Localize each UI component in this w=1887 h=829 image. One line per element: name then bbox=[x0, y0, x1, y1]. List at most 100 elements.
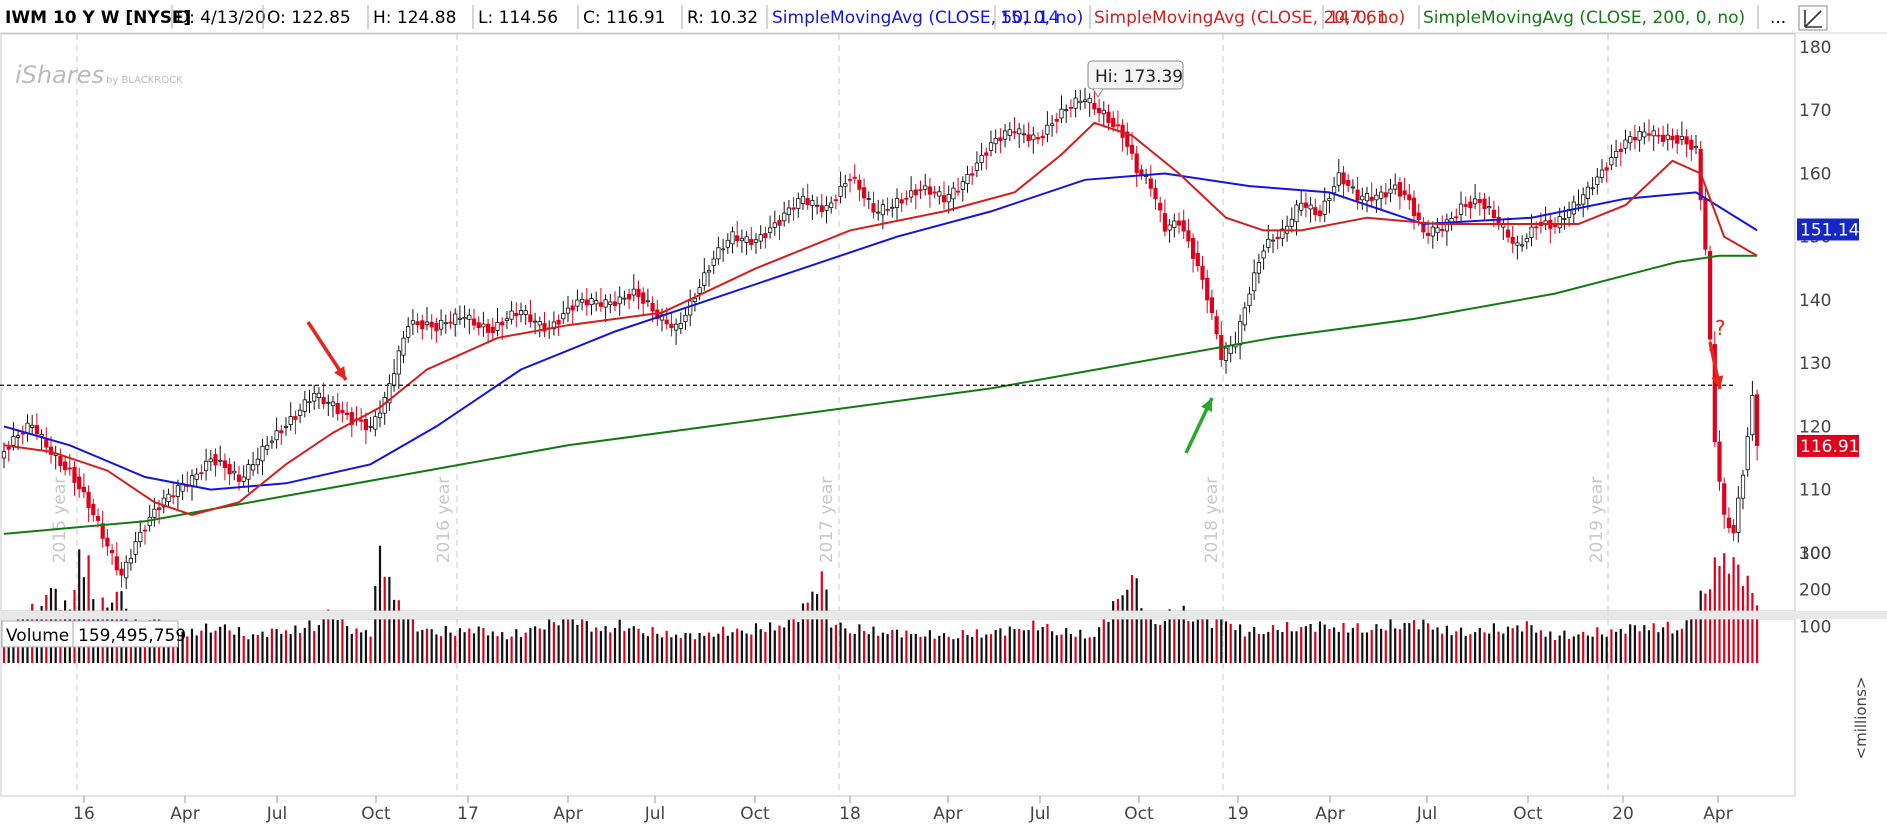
candle bbox=[937, 186, 942, 205]
volume-bar bbox=[1027, 630, 1030, 663]
candle-body bbox=[1402, 190, 1407, 196]
volume-bar bbox=[1022, 630, 1025, 663]
candle bbox=[175, 479, 180, 510]
candle bbox=[1722, 477, 1727, 529]
high-callout-pointer bbox=[1092, 88, 1104, 98]
candle bbox=[641, 287, 646, 316]
volume-bar bbox=[1469, 634, 1472, 663]
candle bbox=[857, 174, 862, 202]
candle-body bbox=[1430, 226, 1435, 237]
volume-bar bbox=[646, 636, 649, 663]
volume-bar bbox=[599, 631, 602, 663]
volume-bar bbox=[1605, 636, 1608, 663]
candle bbox=[1440, 215, 1445, 238]
volume-bar bbox=[1497, 631, 1500, 663]
candle bbox=[866, 191, 871, 210]
panel-splitter[interactable] bbox=[0, 611, 1887, 619]
candle-body bbox=[697, 287, 702, 294]
sma20-label[interactable]: SimpleMovingAvg (CLOSE, 20, 0, no) bbox=[1094, 8, 1405, 28]
candle-body bbox=[453, 313, 458, 325]
price-axis: 180170160150140130120110100 bbox=[1799, 38, 1831, 564]
sma50-label[interactable]: SimpleMovingAvg (CLOSE, 50, 0, no) bbox=[772, 8, 1083, 28]
candle-body bbox=[641, 292, 646, 304]
candle bbox=[1252, 259, 1257, 300]
volume-bar bbox=[750, 634, 753, 663]
candle bbox=[796, 192, 801, 218]
volume-bar bbox=[416, 631, 419, 663]
candle-body bbox=[946, 194, 951, 203]
candle-body bbox=[556, 319, 561, 325]
sma200-line[interactable] bbox=[3, 254, 1758, 535]
volume-bar bbox=[411, 613, 414, 663]
candle-body bbox=[156, 507, 162, 511]
candle-body bbox=[598, 302, 604, 307]
candle bbox=[138, 520, 143, 548]
candle bbox=[128, 549, 133, 571]
candle bbox=[265, 436, 270, 456]
volume-bar bbox=[505, 639, 508, 663]
volume-bar bbox=[519, 636, 523, 663]
more-indicator[interactable]: ... bbox=[1770, 8, 1786, 28]
drawing-tool-icon[interactable] bbox=[1798, 5, 1828, 31]
volume-bar bbox=[1182, 605, 1185, 663]
volume-bar bbox=[388, 576, 391, 663]
candle-body bbox=[1125, 131, 1130, 147]
candle bbox=[429, 314, 434, 340]
volume-bar bbox=[1351, 627, 1354, 663]
candle-body bbox=[786, 207, 792, 216]
candle bbox=[570, 299, 575, 325]
volume-bar bbox=[252, 634, 255, 663]
candle bbox=[387, 374, 392, 412]
candle-body bbox=[1426, 232, 1431, 236]
volume-bars bbox=[2, 545, 1759, 663]
candle-body bbox=[960, 181, 965, 190]
volume-bar bbox=[1168, 609, 1171, 663]
candle bbox=[1125, 122, 1130, 156]
volume-bar bbox=[1323, 624, 1326, 663]
candle bbox=[1238, 314, 1243, 360]
candle bbox=[824, 196, 829, 224]
volume-bar bbox=[632, 626, 635, 663]
candle-body bbox=[871, 203, 876, 213]
candle-body bbox=[1322, 200, 1327, 215]
sma20-line[interactable] bbox=[3, 121, 1758, 516]
volume-bar bbox=[1558, 635, 1561, 663]
candle bbox=[927, 178, 933, 208]
candle bbox=[885, 197, 890, 216]
candle-body bbox=[749, 238, 754, 246]
volume-bar bbox=[787, 619, 790, 663]
candle-body bbox=[1299, 202, 1304, 211]
volume-tick-label: 100 bbox=[1799, 617, 1831, 637]
candle bbox=[1590, 177, 1595, 196]
candle-body bbox=[941, 195, 947, 203]
candle-body bbox=[1148, 178, 1153, 189]
price-tick-label: 180 bbox=[1799, 38, 1831, 58]
candle-body bbox=[777, 219, 782, 226]
candle-body bbox=[970, 173, 975, 176]
volume-bar bbox=[1149, 617, 1152, 663]
candle-body bbox=[810, 200, 815, 206]
candle bbox=[622, 290, 627, 306]
candle-body bbox=[580, 298, 585, 303]
candle-body bbox=[998, 137, 1003, 142]
candle-body bbox=[471, 318, 477, 326]
candle-body bbox=[490, 326, 495, 333]
candle bbox=[504, 311, 510, 329]
candle bbox=[899, 193, 904, 212]
candle bbox=[528, 299, 533, 328]
symbol-label[interactable]: IWM 10 Y W [NYSE] bbox=[5, 8, 191, 28]
volume-bar bbox=[1459, 627, 1463, 663]
candle bbox=[838, 171, 843, 204]
sma200-label[interactable]: SimpleMovingAvg (CLOSE, 200, 0, no) bbox=[1423, 8, 1745, 28]
candle-body bbox=[1139, 169, 1144, 175]
candle bbox=[1623, 129, 1628, 154]
candle-body bbox=[688, 300, 693, 316]
candle bbox=[1670, 128, 1675, 149]
sma50-line[interactable] bbox=[3, 172, 1758, 491]
candle bbox=[946, 185, 951, 214]
volume-bar bbox=[313, 631, 316, 663]
candle-body bbox=[95, 516, 101, 521]
candle-body bbox=[899, 199, 904, 204]
candle-body bbox=[1054, 118, 1059, 122]
question-mark: ? bbox=[1715, 316, 1726, 340]
